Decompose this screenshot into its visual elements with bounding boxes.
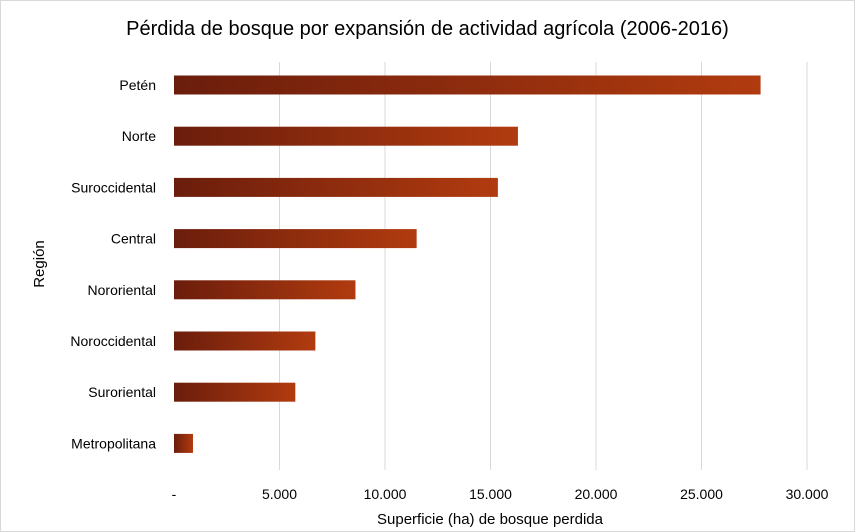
bar-2 [174,126,518,146]
category-label: Petén [119,77,156,93]
chart-title: Pérdida de bosque por expansión de activ… [126,18,729,40]
x-tick-label: 25.000 [680,486,723,502]
gridlines [279,62,808,470]
category-label: Suroriental [88,384,156,400]
x-tick-label: 30.000 [786,486,829,502]
category-label: Nororiental [88,282,156,298]
x-tick-label: 5.000 [262,486,297,502]
x-tick-label: 15.000 [469,486,512,502]
x-tick-label: 10.000 [364,486,407,502]
category-label: Metropolitana [71,435,156,451]
category-label: Suroccidental [71,179,156,195]
x-tick-labels: - 5.000 10.000 15.000 20.000 25.000 30.000 [172,486,829,502]
category-label: Central [111,231,156,247]
category-label: Noroccidental [70,333,156,349]
x-tick-label: - [172,486,177,502]
bar-3 [174,177,498,197]
bar-7 [174,382,296,402]
bar-6 [174,331,316,351]
bar-8 [174,433,193,453]
bar-1 [174,75,761,95]
x-axis-title: Superficie (ha) de bosque perdida [377,511,604,528]
bar-4 [174,229,417,249]
y-axis-title: Región [31,240,48,288]
bar-5 [174,280,356,300]
bars [174,75,761,453]
x-tick-label: 20.000 [575,486,618,502]
category-label: Norte [122,128,156,144]
y-tick-labels: Petén Norte Suroccidental Central Nororienta… [70,77,156,451]
